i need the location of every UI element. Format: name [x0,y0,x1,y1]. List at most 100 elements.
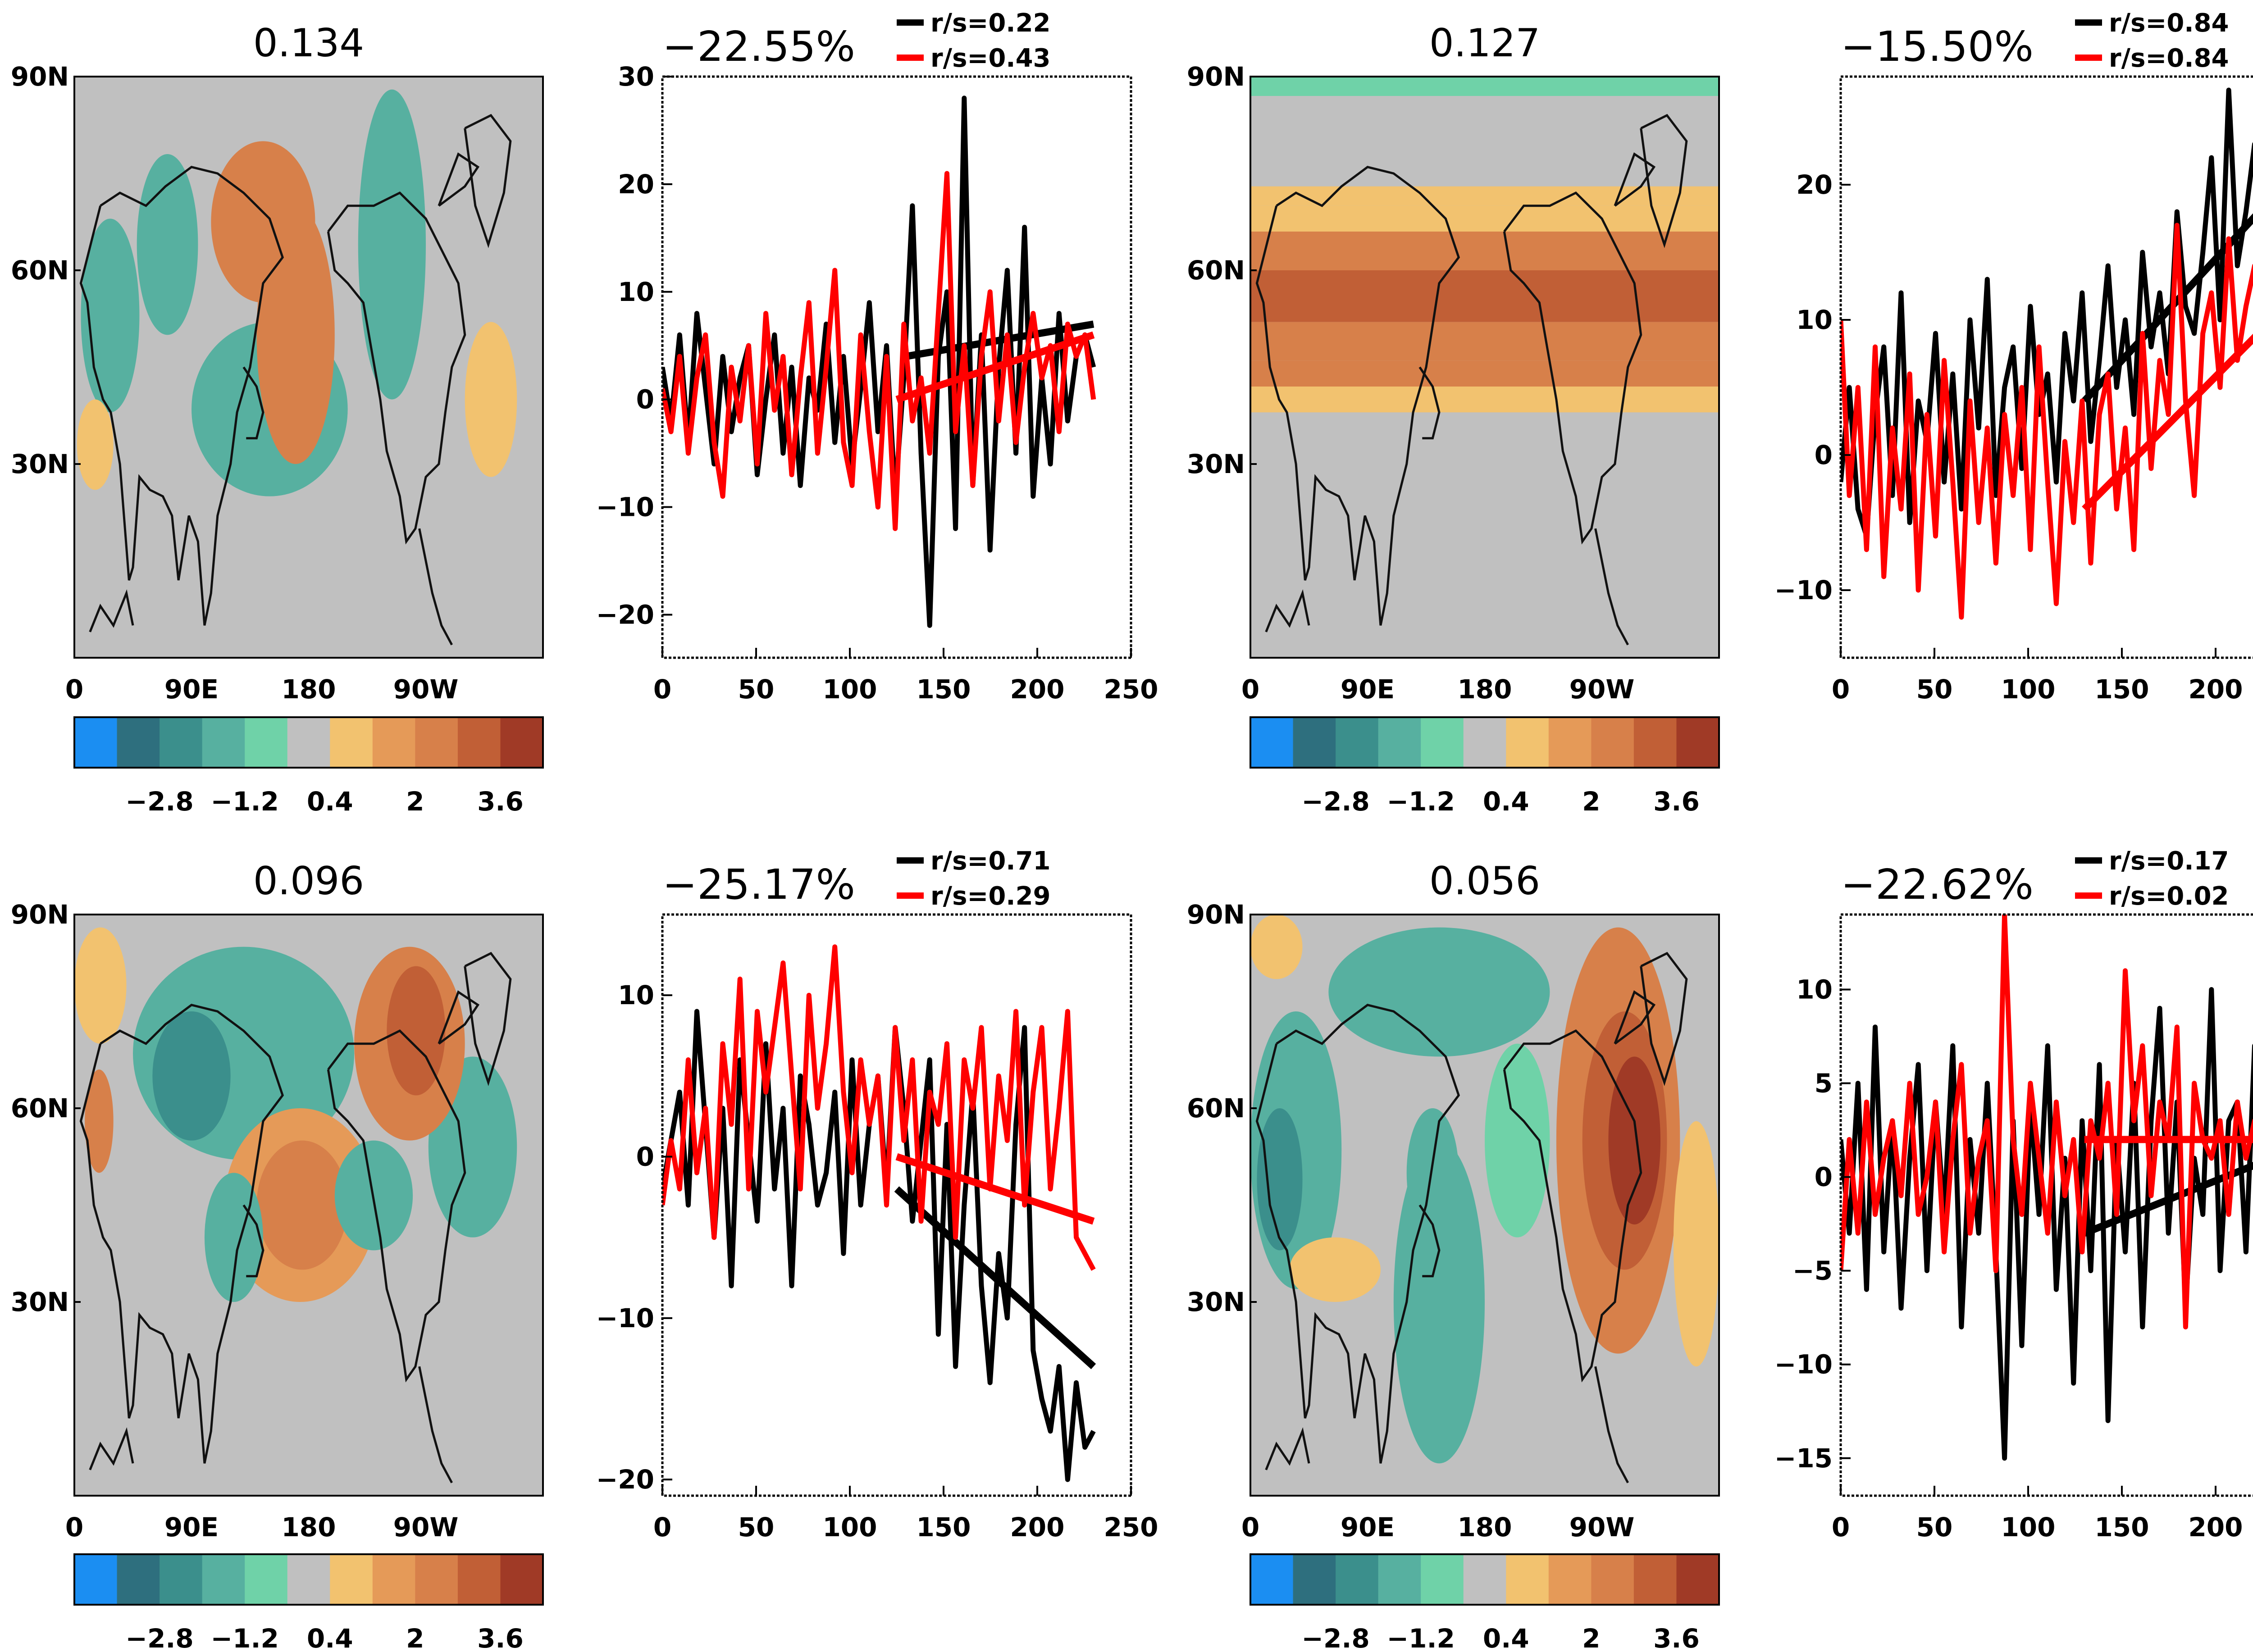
x-tick-label: 0 [653,674,671,705]
legend-label: r/s=0.43 [930,44,1051,73]
map-panel-g: 0.056 90N 60N 30N 0 90E 180 90W [1187,859,1720,1543]
y-tick-label: −10 [596,492,654,523]
x-tick-label: 150 [2094,1512,2149,1543]
colorbar-tick-label: 3.6 [1653,786,1700,817]
colorbar-tick-label: −2.8 [1301,1623,1369,1652]
anomaly-region [85,1069,114,1173]
colorbar-swatch [245,1554,288,1605]
colorbar-a: −2.8 −1.2 0.4 2 3.6 [73,716,544,817]
colorbar-tick-label: −1.2 [211,1623,279,1652]
map-field [1250,915,1719,1496]
plot-frame [1839,75,2253,659]
coastline [1503,191,1642,545]
colorbar-swatch [1421,1554,1464,1605]
coastline [464,951,512,1086]
y-tick-label: 10 [618,980,654,1010]
x-tick-label: 200 [2188,674,2243,705]
map-panel-c: 0.127 90N 60N 30N 0 90E 180 90W [1187,21,1720,705]
anomaly-region [1406,1108,1459,1238]
anomaly-band [1250,77,1719,96]
plot-frame [661,913,1132,1497]
colorbar-tick-label: −2.8 [1301,786,1369,817]
colorbar-tick-label: 0.4 [307,786,353,817]
series-line [662,171,1096,531]
trend-line [2081,213,2253,404]
colorbar-tick-label: 3.6 [477,1623,524,1652]
anomaly-region [1608,1056,1660,1224]
colorbar-tick-label: 2 [1582,1623,1600,1652]
coastlines [79,114,512,646]
x-tick-label: 50 [1916,1512,1953,1543]
x-tick-label: 50 [1916,674,1953,705]
coastline [1594,1366,1629,1484]
coastline [438,990,480,1045]
anomaly-region [137,154,198,335]
x-tick-label: 200 [1010,674,1064,705]
colorbar-swatch [415,1554,458,1605]
colorbar-swatch [287,1554,330,1605]
colorbar-swatch [500,1554,543,1605]
x-tick-label: 150 [2094,674,2149,705]
colorbar-swatch [1293,717,1336,768]
lat-tick-label: 30N [11,449,69,479]
anomaly-band [1250,322,1719,361]
coastline [79,1003,284,1464]
x-tick-label: 100 [822,1512,877,1543]
colorbar-swatch [1676,717,1719,768]
colorbar-g: −2.8 −1.2 0.4 2 3.6 [1250,1553,1720,1652]
colorbar-swatch [1336,1554,1379,1605]
colorbar-swatch [1250,1554,1294,1605]
y-tick-label: 0 [636,1142,654,1172]
coastline [1594,528,1629,646]
series-line [1841,915,2253,1329]
x-tick-label: 50 [738,1512,775,1543]
lon-tick-label: 0 [1241,1512,1259,1543]
colorbar-swatch [74,717,118,768]
map-title: 0.056 [1429,859,1540,904]
colorbar-swatch [415,717,458,768]
colorbar-swatch [457,717,501,768]
anomaly-band [1250,232,1719,270]
colorbar-tick-label: −2.8 [125,1623,193,1652]
legend-label: r/s=0.84 [2109,9,2229,38]
series-line [662,944,1096,1271]
lon-tick-label: 90W [393,1512,459,1543]
coastline [1255,1003,1460,1464]
y-tick-label: −10 [1774,1349,1833,1380]
lat-tick-label: 30N [11,1287,69,1317]
legend-label: r/s=0.22 [930,9,1051,38]
y-tick-label: 0 [636,384,654,415]
colorbar-tick-label: 0.4 [1483,786,1529,817]
colorbar-swatch [330,717,373,768]
colorbar-swatch [287,717,330,768]
lon-tick-label: 90W [1569,1512,1635,1543]
x-tick-label: 250 [1104,674,1158,705]
series-title: −22.62% [1841,860,2034,909]
series-title: −22.55% [662,23,855,71]
colorbar-swatch [500,717,543,768]
lon-tick-label: 180 [281,674,336,705]
anomaly-region [1257,1108,1303,1251]
colorbar-swatch [160,717,203,768]
coastline [418,1366,453,1484]
anomaly-region [1485,1043,1550,1238]
anomaly-band [1250,270,1719,322]
plot-frame [661,75,1132,659]
x-tick-label: 250 [1104,1512,1158,1543]
y-tick-label: 5 [1815,1068,1833,1099]
y-tick-label: −20 [596,1464,654,1495]
x-tick-label: 0 [653,1512,671,1543]
lat-tick-label: 90N [1187,61,1245,92]
series-panel-b: −22.55% r/s=0.22r/s=0.430 50 100 150 200 250−2… [596,9,1158,705]
colorbar-swatch [1633,1554,1677,1605]
colorbar-swatch [117,717,160,768]
lat-tick-label: 60N [1187,1093,1245,1124]
colorbar-tick-label: 2 [406,1623,424,1652]
y-tick-label: 0 [1815,1162,1833,1192]
y-tick-label: 0 [1815,440,1833,470]
colorbar-tick-label: −1.2 [1387,1623,1455,1652]
colorbar-swatch [1421,717,1464,768]
colorbar-swatch [117,1554,160,1605]
x-tick-label: 0 [1832,1512,1850,1543]
